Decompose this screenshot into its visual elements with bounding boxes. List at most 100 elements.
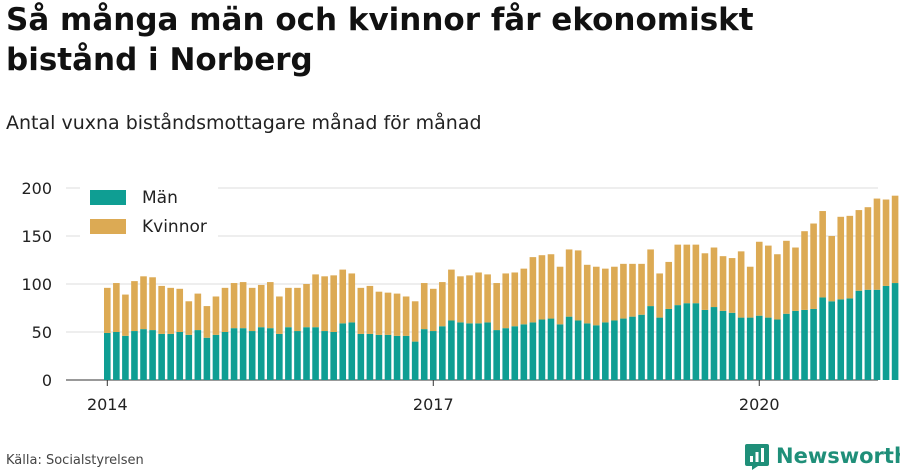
bar-man — [891, 283, 899, 380]
bar-kvinnor — [212, 296, 220, 335]
bar-kvinnor — [411, 301, 419, 342]
bar-kvinnor — [357, 287, 365, 334]
bar-kvinnor — [846, 215, 854, 299]
bar-kvinnor — [457, 276, 464, 323]
bar-man — [122, 335, 129, 380]
bar-kvinnor — [393, 293, 401, 336]
bar-man — [882, 285, 890, 380]
bar-man — [556, 324, 564, 380]
bar-man — [167, 333, 174, 380]
brand-logo-block: Newsworthy — [744, 440, 900, 472]
bar-kvinnor — [710, 247, 718, 308]
bar-kvinnor — [701, 253, 709, 310]
bar-man — [629, 316, 636, 380]
bar-man — [547, 318, 555, 380]
bar-kvinnor — [882, 199, 890, 286]
bar-kvinnor — [556, 266, 564, 325]
bar-kvinnor — [837, 216, 845, 300]
bar-man — [266, 328, 274, 380]
y-tick-label: 50 — [32, 323, 52, 342]
bar-kvinnor — [674, 244, 682, 306]
bar-kvinnor — [502, 273, 510, 329]
source-note: Källa: Socialstyrelsen — [6, 453, 144, 468]
bar-man — [366, 333, 374, 380]
bar-man — [194, 330, 202, 380]
bar-man — [783, 313, 790, 380]
bar-man — [674, 305, 682, 380]
y-axis-ticks: 0 50 100 150 200 — [21, 179, 52, 390]
bar-kvinnor — [167, 287, 174, 334]
bar-man — [339, 323, 347, 380]
x-axis: 2014201720202022 — [87, 380, 780, 414]
bar-man — [484, 322, 491, 380]
bar-man — [420, 329, 428, 380]
bar-man — [466, 323, 473, 380]
bar-man — [348, 322, 356, 380]
bar-kvinnor — [774, 254, 781, 320]
bar-kvinnor — [140, 276, 147, 330]
bar-man — [520, 324, 528, 380]
bars — [104, 195, 899, 380]
bar-man — [185, 334, 193, 380]
bar-kvinnor — [891, 195, 899, 284]
x-tick-label: 2020 — [739, 395, 780, 414]
bar-kvinnor — [592, 266, 600, 326]
bar-kvinnor — [520, 268, 528, 325]
bar-kvinnor — [475, 272, 482, 324]
bar-man — [873, 289, 881, 380]
bar-kvinnor — [466, 275, 473, 324]
bar-man — [765, 317, 772, 380]
bar-man — [502, 328, 510, 380]
bar-man — [746, 317, 754, 380]
bar-kvinnor — [104, 287, 111, 333]
bar-kvinnor — [638, 263, 645, 315]
bar-kvinnor — [620, 263, 627, 319]
bar-man — [493, 330, 500, 380]
bar-kvinnor — [176, 288, 184, 332]
bar-man — [792, 310, 799, 380]
bar-man — [294, 331, 301, 380]
y-tick-label: 150 — [21, 227, 52, 246]
bar-kvinnor — [647, 249, 654, 307]
bar-kvinnor — [611, 266, 618, 321]
bar-kvinnor — [692, 244, 700, 304]
bar-man — [683, 303, 691, 380]
bar-kvinnor — [203, 306, 211, 338]
bar-kvinnor — [873, 198, 881, 290]
bar-man — [565, 316, 573, 380]
bar-kvinnor — [792, 247, 799, 311]
bar-man — [402, 335, 410, 380]
bar-man — [755, 315, 763, 380]
bar-man — [692, 303, 700, 380]
bar-kvinnor — [864, 207, 872, 290]
bar-man — [457, 322, 464, 380]
bar-kvinnor — [529, 257, 537, 323]
bar-man — [113, 332, 120, 380]
bar-man — [221, 332, 229, 380]
bar-kvinnor — [855, 210, 863, 291]
y-tick-label: 100 — [21, 275, 52, 294]
brand-name: Newsworthy — [776, 444, 900, 468]
bar-man — [357, 333, 365, 380]
bar-man — [719, 310, 727, 380]
bar-man — [647, 306, 654, 380]
bar-man — [583, 323, 591, 380]
y-tick-label: 200 — [21, 179, 52, 198]
bar-man — [828, 301, 835, 380]
bar-man — [230, 328, 238, 380]
bar-man — [248, 331, 256, 380]
bar-kvinnor — [448, 269, 455, 321]
bar-kvinnor — [113, 283, 120, 332]
bar-man — [665, 308, 673, 380]
bar-kvinnor — [665, 261, 673, 309]
x-tick-label: 2017 — [413, 395, 454, 414]
bar-man — [276, 333, 283, 380]
bar-kvinnor — [239, 282, 247, 329]
bar-man — [592, 325, 600, 380]
bar-kvinnor — [303, 284, 310, 328]
bar-kvinnor — [149, 277, 156, 331]
legend-label: Män — [142, 188, 178, 208]
bar-man — [239, 328, 247, 380]
bar-kvinnor — [547, 254, 555, 319]
